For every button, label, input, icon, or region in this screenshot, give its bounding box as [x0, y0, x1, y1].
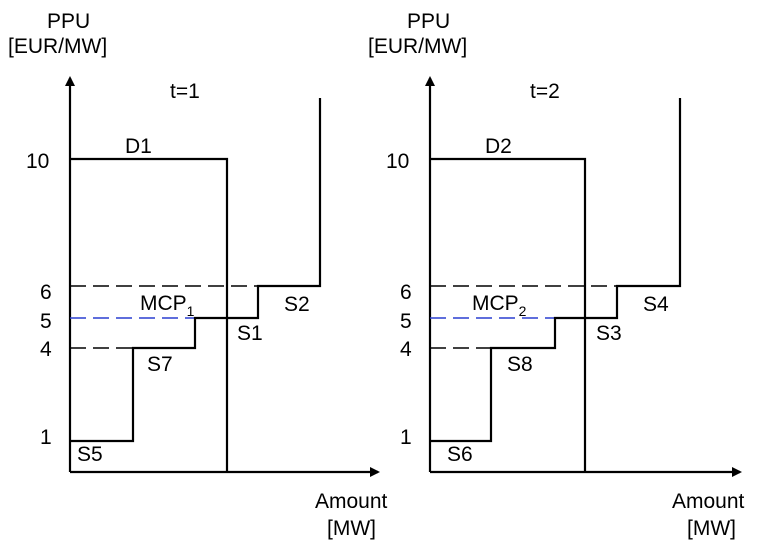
y-axis-title: PPU: [47, 10, 90, 33]
tick-10: 10: [386, 150, 409, 173]
supply-label-s2: S2: [284, 293, 310, 316]
y-axis-unit: [EUR/MW]: [368, 35, 467, 58]
time-label: t=2: [530, 80, 560, 103]
x-axis-unit: [MW]: [327, 517, 376, 540]
supply-curve: [430, 98, 682, 443]
tick-4: 4: [40, 338, 52, 361]
demand-label: D1: [125, 135, 152, 158]
mcp-label: MCP2: [472, 292, 527, 319]
x-axis-title: Amount: [672, 490, 745, 513]
demand-label: D2: [485, 135, 512, 158]
supply-label-s8: S8: [507, 353, 533, 376]
supply-label-s4: S4: [643, 293, 669, 316]
tick-6: 6: [400, 281, 412, 304]
demand-curve: [70, 157, 229, 472]
tick-1: 1: [40, 426, 52, 449]
supply-label-s5: S5: [77, 443, 103, 466]
y-axis-unit: [EUR/MW]: [8, 35, 107, 58]
demand-curve: [430, 157, 587, 472]
tick-5: 5: [400, 310, 412, 333]
mcp-label: MCP1: [140, 292, 195, 319]
supply-label-s6: S6: [447, 443, 473, 466]
tick-5: 5: [40, 310, 52, 333]
panel-t1: PPU [EUR/MW] Amount [MW] t=1 10 6 5 4 1 …: [8, 10, 388, 540]
supply-label-s1: S1: [237, 322, 263, 345]
x-axis-title: Amount: [315, 490, 388, 513]
supply-label-s7: S7: [147, 353, 173, 376]
tick-1: 1: [400, 426, 412, 449]
tick-6: 6: [40, 281, 52, 304]
panel-t2: PPU [EUR/MW] Amount [MW] t=2 10 6 5 4 1 …: [368, 10, 745, 540]
tick-10: 10: [26, 150, 49, 173]
tick-4: 4: [400, 338, 412, 361]
supply-label-s3: S3: [596, 322, 622, 345]
x-axis-unit: [MW]: [687, 517, 736, 540]
supply-curve: [70, 98, 322, 443]
y-axis-title: PPU: [407, 10, 450, 33]
time-label: t=1: [170, 80, 200, 103]
